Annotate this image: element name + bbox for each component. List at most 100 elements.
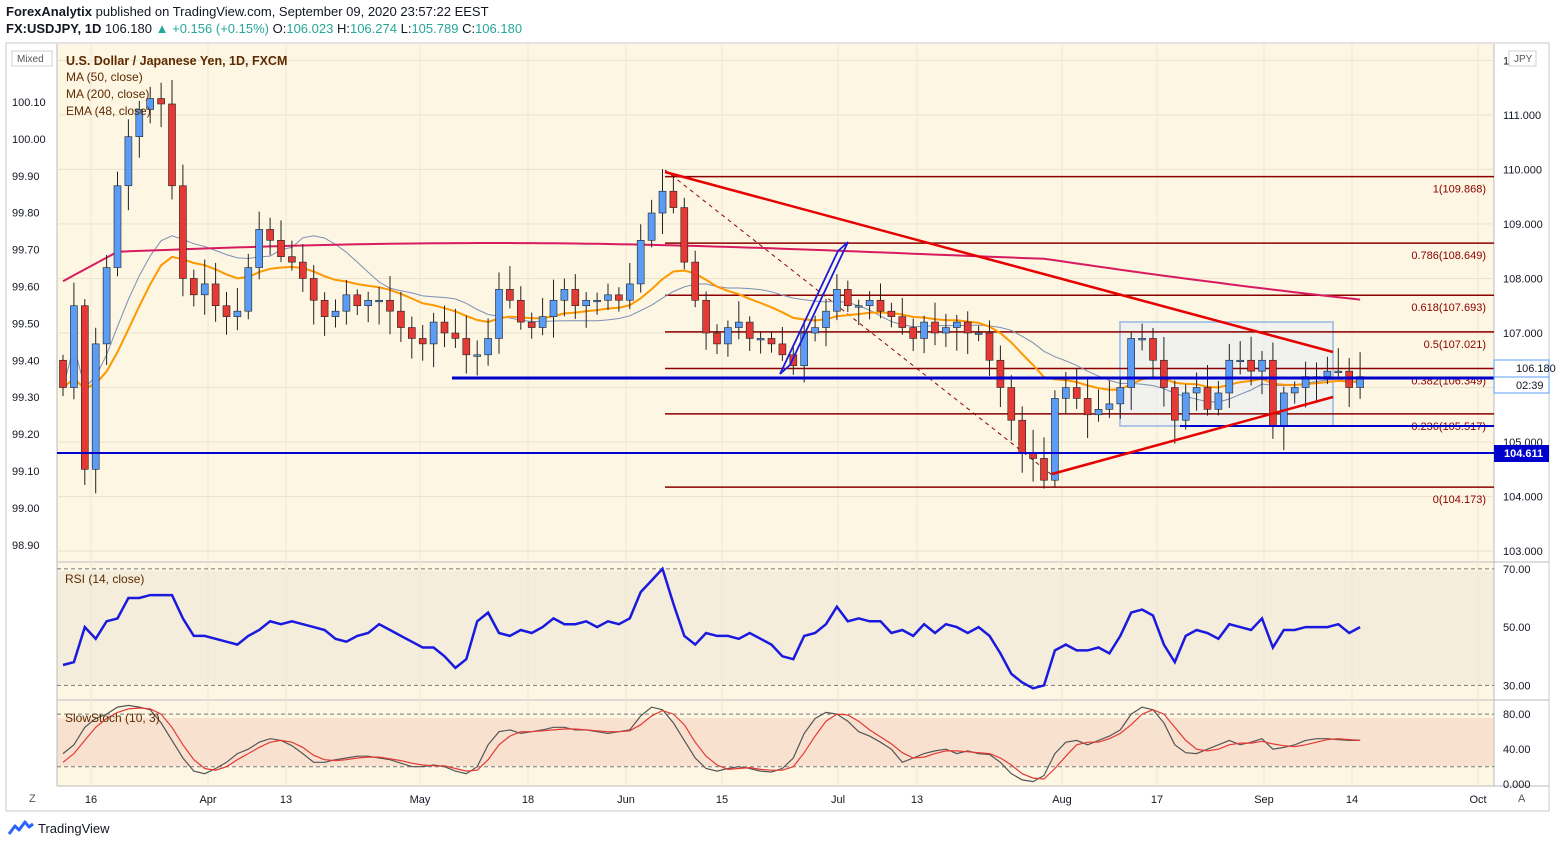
candle-body (549, 299, 558, 317)
candle-body (1062, 387, 1070, 399)
candle-body (157, 98, 165, 105)
candle-body (255, 229, 263, 268)
time-axis-label: May (410, 794, 431, 806)
candle-body (190, 278, 198, 296)
candle-body (702, 299, 710, 334)
zoom-button[interactable]: Z (29, 793, 36, 805)
currency-button[interactable] (1508, 50, 1537, 67)
left-axis-label: 100.10 (12, 97, 46, 109)
candle-body (102, 267, 111, 345)
candle-body (647, 212, 656, 241)
candle-body (288, 256, 296, 263)
chart-canvas[interactable]: 100.10 100.00 99.90 99.80 99.70 99.60 99.50 99.… (0, 0, 1559, 815)
candle-body (407, 327, 416, 339)
candle-body (680, 207, 689, 263)
open-value: 106.023 (286, 21, 334, 36)
mixed-button[interactable] (11, 50, 53, 67)
fib-level-label: 1(109.868) (1433, 184, 1486, 196)
candle-body (429, 321, 438, 345)
time-axis[interactable]: 16 Apr 13 May 18 Jun 15 Jul 13 Aug 17 Sep 14 Oct (85, 794, 1487, 806)
footer-brand[interactable]: TradingView (38, 820, 110, 836)
low-label: L: (400, 21, 412, 36)
fib-level-label: 0.786(108.649) (1411, 250, 1486, 262)
candle-body (1269, 359, 1277, 426)
rsi-indicator: 70.00 50.00 30.00 (57, 564, 1531, 692)
candle-body (909, 327, 918, 339)
fibonacci-retracement[interactable]: 1(109.868) 0.786(108.649) 0.618(107.693) 0.… (665, 175, 1494, 507)
candle-body (1116, 387, 1125, 405)
last-price-badge-text: 106.180 (1516, 363, 1556, 375)
candle-body (266, 229, 274, 241)
ascending-trendline[interactable] (1051, 395, 1334, 476)
candle-body (560, 289, 569, 301)
time-axis-label: Sep (1254, 794, 1274, 806)
price-pane[interactable] (57, 44, 1494, 562)
stoch-legend[interactable]: SlowStoch (10, 3) (65, 711, 160, 725)
candle-body (833, 289, 841, 312)
candle-body (691, 261, 700, 301)
descending-trendline[interactable] (664, 170, 1334, 354)
candle-body (440, 321, 449, 334)
candle-body (789, 354, 798, 367)
right-axis-label: 103.000 (1503, 546, 1543, 558)
legend-ma50[interactable]: MA (50, close) (66, 70, 143, 84)
candle-body (1083, 398, 1092, 416)
candle-body (822, 310, 830, 328)
candle-body (811, 327, 819, 334)
left-axis[interactable]: 100.10 100.00 99.90 99.80 99.70 99.60 99.50 99.… (12, 97, 46, 552)
candle-body (298, 261, 307, 279)
fib-level-label: 0.618(107.693) (1411, 302, 1486, 314)
candle-body (887, 310, 896, 317)
high-label: H: (336, 21, 350, 36)
auto-scale-button[interactable]: A (1518, 793, 1526, 805)
rising-channel[interactable] (779, 241, 849, 375)
candle-body (1051, 398, 1059, 481)
rsi-axis-label: 50.00 (1503, 622, 1531, 634)
candle-body (146, 98, 154, 110)
candle-body (778, 343, 787, 356)
time-axis-label: 13 (911, 794, 923, 806)
right-axis-label: 110.000 (1503, 164, 1542, 176)
price-badges: 106.180 02:39 104.611 (1493, 359, 1556, 462)
time-axis-label: 14 (1346, 794, 1358, 806)
candle-body (1214, 392, 1223, 410)
candle-body (124, 136, 133, 187)
publisher-name[interactable]: ForexAnalytix (6, 4, 92, 19)
left-axis-label: 99.30 (12, 392, 40, 404)
candle-body (1171, 387, 1179, 421)
candle-body (462, 338, 471, 356)
candle-body (1334, 370, 1343, 373)
candle-body (843, 289, 852, 307)
tradingview-logo-icon (8, 820, 34, 835)
candle-body (397, 310, 405, 328)
candle-body (135, 109, 144, 137)
candle-body (1018, 419, 1027, 454)
time-axis-label: 18 (522, 794, 534, 806)
candle-body (854, 305, 863, 308)
candle-body (211, 283, 220, 307)
candle-body (615, 294, 623, 301)
candle-body (200, 283, 209, 296)
candle-body (233, 310, 242, 317)
time-axis-label: 13 (280, 794, 292, 806)
chart-title: U.S. Dollar / Japanese Yen, 1D, FXCM (66, 54, 287, 68)
candle-body (484, 338, 492, 356)
legend-ema48[interactable]: EMA (48, close) (66, 104, 151, 118)
candle-body (1072, 387, 1081, 399)
rsi-line (62, 566, 1361, 690)
candle-body (1290, 387, 1299, 394)
stoch-d-line (62, 707, 1361, 780)
candle-body (876, 299, 885, 312)
grid-lines (57, 44, 1494, 786)
fib-trend-dashed[interactable] (664, 169, 1053, 476)
candle-body (244, 267, 253, 312)
candle-body (1040, 458, 1048, 481)
legend-ma200[interactable]: MA (200, close) (66, 87, 149, 101)
candle-body (636, 239, 645, 285)
rsi-legend[interactable]: RSI (14, close) (65, 572, 144, 586)
left-axis-label: 99.90 (12, 171, 40, 183)
candle-body (1094, 409, 1103, 416)
right-axis-label: 109.000 (1503, 219, 1543, 231)
symbol-label: FX:USDJPY, 1D (6, 21, 102, 36)
candle-body (1149, 338, 1157, 361)
